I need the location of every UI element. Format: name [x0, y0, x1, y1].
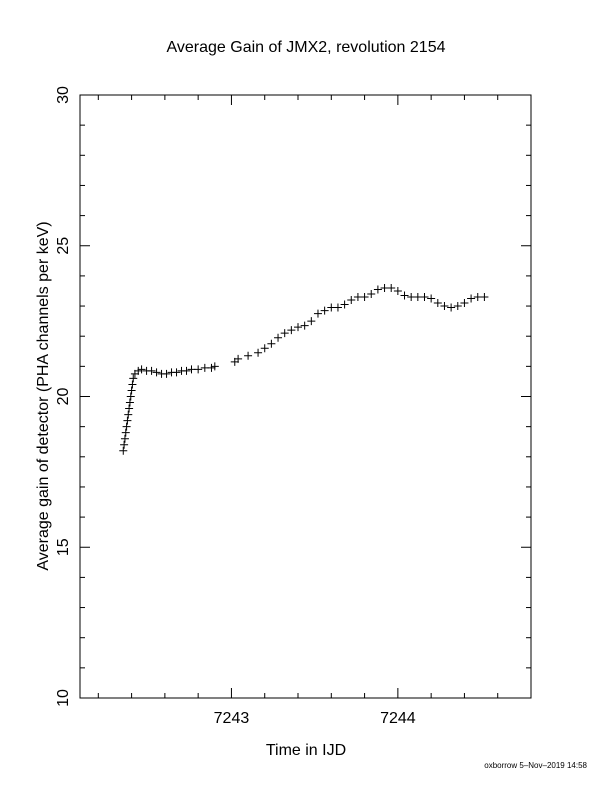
point — [120, 434, 129, 443]
point — [360, 293, 369, 302]
point — [162, 369, 171, 378]
point — [453, 302, 462, 311]
point — [137, 365, 146, 374]
point — [433, 299, 442, 308]
point — [194, 365, 203, 374]
x-tick-label: 7244 — [380, 710, 416, 727]
y-tick-label: 15 — [55, 538, 72, 556]
point — [152, 368, 161, 377]
point — [274, 333, 283, 342]
point — [125, 398, 134, 407]
point — [172, 368, 181, 377]
point — [367, 289, 376, 298]
point — [287, 326, 296, 335]
point — [460, 299, 469, 308]
y-axis-label: Average gain of detector (PHA channels p… — [35, 221, 52, 570]
x-axis-label: Time in IJD — [266, 742, 346, 759]
y-tick-label: 25 — [55, 237, 72, 255]
point — [147, 366, 156, 375]
point — [260, 344, 269, 353]
point — [125, 404, 134, 413]
point — [122, 422, 131, 431]
point — [123, 416, 132, 425]
point — [234, 354, 243, 363]
y-tick-label: 20 — [55, 388, 72, 406]
point — [440, 302, 449, 311]
point — [387, 283, 396, 292]
point — [127, 386, 136, 395]
point — [121, 428, 130, 437]
y-tick-label: 10 — [55, 689, 72, 707]
point — [210, 362, 219, 371]
point — [400, 291, 409, 300]
point — [480, 293, 489, 302]
point — [427, 294, 436, 303]
point — [467, 294, 476, 303]
y-tick-label: 30 — [55, 86, 72, 104]
point — [207, 363, 216, 372]
point — [254, 348, 263, 357]
point — [280, 329, 289, 338]
point — [244, 351, 253, 360]
point — [307, 317, 316, 326]
point — [300, 321, 309, 330]
point — [313, 309, 322, 318]
point — [128, 380, 137, 389]
point — [294, 323, 303, 332]
point — [320, 306, 329, 315]
point — [333, 303, 342, 312]
point — [182, 366, 191, 375]
point — [124, 410, 133, 419]
point — [340, 300, 349, 309]
chart-title: Average Gain of JMX2, revolution 2154 — [167, 39, 446, 56]
point — [129, 374, 138, 383]
point — [447, 303, 456, 312]
point — [393, 286, 402, 295]
point — [420, 293, 429, 302]
x-tick-label: 7243 — [214, 710, 250, 727]
point — [373, 285, 382, 294]
footer: oxborrow 5–Nov–2019 14:58 — [484, 761, 587, 770]
point — [126, 392, 135, 401]
point — [119, 446, 128, 455]
point — [267, 339, 276, 348]
point — [120, 440, 129, 449]
point — [347, 296, 356, 305]
plot-frame — [79, 94, 532, 699]
point — [134, 366, 143, 375]
